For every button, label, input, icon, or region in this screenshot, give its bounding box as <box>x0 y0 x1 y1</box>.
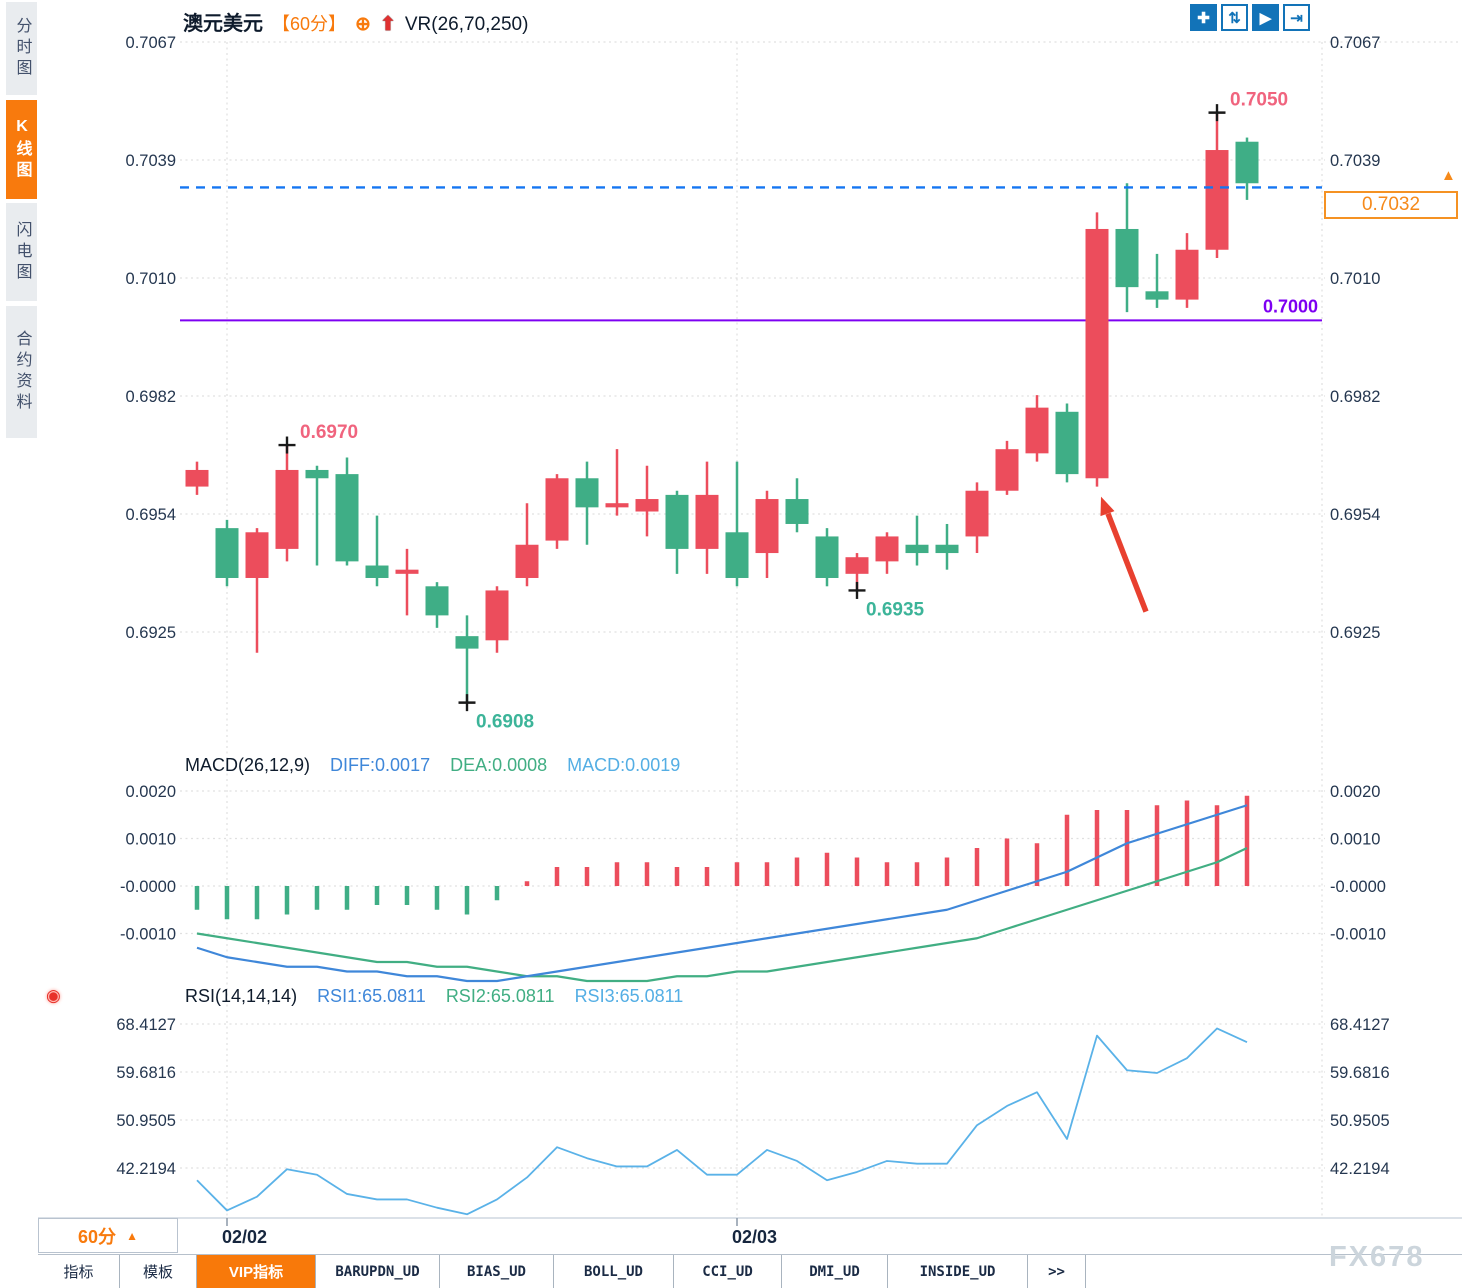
go-to-latest-icon[interactable]: ⇥ <box>1283 4 1310 31</box>
rsi-header: RSI(14,14,14) RSI1:65.0811 RSI2:65.0811 … <box>185 986 683 1007</box>
sidebar: 分时图 K线图 闪电图 合约资料 <box>0 0 38 1288</box>
svg-text:02/03: 02/03 <box>732 1227 777 1247</box>
sidebar-item-lightning-chart[interactable]: 闪电图 <box>6 203 37 301</box>
svg-text:0.6982: 0.6982 <box>1330 388 1380 406</box>
svg-text:-0.0010: -0.0010 <box>120 926 176 944</box>
svg-text:0.6954: 0.6954 <box>126 506 176 524</box>
indicator-label[interactable]: VR(26,70,250) <box>404 14 529 35</box>
arrow-annotation-layer <box>1100 496 1149 613</box>
macd-name[interactable]: MACD(26,12,9) <box>185 755 311 775</box>
annotation-layer: 0.6970 0.6908 0.6935 0.7050 <box>278 88 1290 734</box>
svg-text:0.0020: 0.0020 <box>126 783 176 801</box>
date-labels-layer: 02/02 02/03 <box>222 1218 777 1247</box>
svg-text:68.4127: 68.4127 <box>1330 1016 1390 1034</box>
sidebar-item-intraday-chart[interactable]: 分时图 <box>6 2 37 95</box>
rsi-layer <box>196 1027 1248 1216</box>
tab-inside-ud[interactable]: INSIDE_UD <box>888 1255 1028 1288</box>
macd-dea-value: DEA:0.0008 <box>450 755 548 775</box>
indicator-tab-bar: 指标 模板 VIP指标 BARUPDN_UD BIAS_UD BOLL_UD C… <box>0 1254 1462 1288</box>
svg-text:59.6816: 59.6816 <box>1330 1064 1390 1082</box>
period-selector-arrow-icon: ▲ <box>126 1228 138 1243</box>
period-selector-label: 60分 <box>78 1226 117 1247</box>
svg-text:0.7039: 0.7039 <box>126 152 176 170</box>
rsi3-value: RSI3:65.0811 <box>574 986 684 1006</box>
macd-header: MACD(26,12,9) DIFF:0.0017 DEA:0.0008 MAC… <box>185 755 680 776</box>
svg-text:0.6954: 0.6954 <box>1330 506 1380 524</box>
current-price-box: 0.7032 <box>1324 191 1458 219</box>
watermark: FX678 <box>1329 1241 1425 1273</box>
tab-barupdn-ud[interactable]: BARUPDN_UD <box>316 1255 440 1288</box>
add-indicator-icon[interactable]: ⊕ <box>355 14 371 35</box>
svg-text:0.7050: 0.7050 <box>1230 90 1288 111</box>
macd-layer <box>194 795 1250 983</box>
svg-text:-0.0010: -0.0010 <box>1330 926 1386 944</box>
macd-diff-value: DIFF:0.0017 <box>330 755 431 775</box>
sidebar-item-kline-chart[interactable]: K线图 <box>6 100 37 199</box>
tab-templates[interactable]: 模板 <box>120 1255 197 1288</box>
svg-text:0.6970: 0.6970 <box>300 422 358 443</box>
chart-title-row: 澳元美元 【60分】 ⊕ ⬆ VR(26,70,250) <box>183 7 528 36</box>
svg-text:42.2194: 42.2194 <box>116 1160 176 1178</box>
svg-text:0.0010: 0.0010 <box>1330 831 1380 849</box>
svg-text:50.9505: 50.9505 <box>1330 1112 1390 1130</box>
grid-layer <box>38 41 1462 1219</box>
tab-bias-ud[interactable]: BIAS_UD <box>440 1255 554 1288</box>
svg-text:0.6925: 0.6925 <box>126 624 176 642</box>
period-label[interactable]: 【60分】 <box>272 14 347 34</box>
svg-text:0.7067: 0.7067 <box>126 34 176 52</box>
rsi2-value: RSI2:65.0811 <box>445 986 555 1006</box>
svg-text:0.6925: 0.6925 <box>1330 624 1380 642</box>
period-selector[interactable]: 60分 ▲ <box>38 1218 178 1253</box>
crosshair-layout-icon[interactable]: ✚ <box>1190 4 1217 31</box>
svg-text:0.6935: 0.6935 <box>866 599 925 620</box>
svg-text:0.0020: 0.0020 <box>1330 783 1380 801</box>
svg-text:68.4127: 68.4127 <box>116 1016 176 1034</box>
tab-cci-ud[interactable]: CCI_UD <box>674 1255 782 1288</box>
tab-indicators[interactable]: 指标 <box>38 1255 120 1288</box>
svg-text:0.7010: 0.7010 <box>126 270 176 288</box>
chart-toolbar: ✚ ⇅ ▶ ⇥ <box>1190 4 1310 31</box>
price-up-arrow-icon: ▲ <box>1441 167 1456 184</box>
auto-scale-icon[interactable]: ▶ <box>1252 4 1279 31</box>
svg-text:0.6982: 0.6982 <box>126 388 176 406</box>
svg-text:0.6908: 0.6908 <box>476 712 534 733</box>
macd-macd-value: MACD:0.0019 <box>567 755 681 775</box>
svg-text:59.6816: 59.6816 <box>116 1064 176 1082</box>
svg-text:0.7010: 0.7010 <box>1330 270 1380 288</box>
svg-text:50.9505: 50.9505 <box>116 1112 176 1130</box>
trend-up-icon: ⬆ <box>379 14 396 35</box>
tab-vip-indicators[interactable]: VIP指标 <box>197 1255 316 1288</box>
support-line-layer: 0.7000 <box>180 295 1322 322</box>
candle-layer <box>185 112 1259 703</box>
svg-text:0.0010: 0.0010 <box>126 831 176 849</box>
tab-boll-ud[interactable]: BOLL_UD <box>554 1255 674 1288</box>
svg-text:0.7000: 0.7000 <box>1263 296 1318 316</box>
alert-blink-icon: ◉ <box>46 986 61 1005</box>
rsi-name[interactable]: RSI(14,14,14) <box>185 986 298 1006</box>
axis-labels-layer: 0.7067 0.7067 0.7039 0.7039 0.7010 0.7010 0.69… <box>116 34 1389 1178</box>
sidebar-item-contract-info[interactable]: 合约资料 <box>6 306 37 438</box>
svg-text:-0.0000: -0.0000 <box>120 878 176 896</box>
svg-text:0.7067: 0.7067 <box>1330 34 1380 52</box>
tab-more[interactable]: >> <box>1028 1255 1086 1288</box>
svg-text:42.2194: 42.2194 <box>1330 1160 1390 1178</box>
svg-text:-0.0000: -0.0000 <box>1330 878 1386 896</box>
svg-text:0.7039: 0.7039 <box>1330 152 1380 170</box>
symbol-name: 澳元美元 <box>183 13 263 35</box>
tab-dmi-ud[interactable]: DMI_UD <box>782 1255 888 1288</box>
svg-text:02/02: 02/02 <box>222 1227 267 1247</box>
rsi1-value: RSI1:65.0811 <box>317 986 426 1006</box>
axis-range-icon[interactable]: ⇅ <box>1221 4 1248 31</box>
